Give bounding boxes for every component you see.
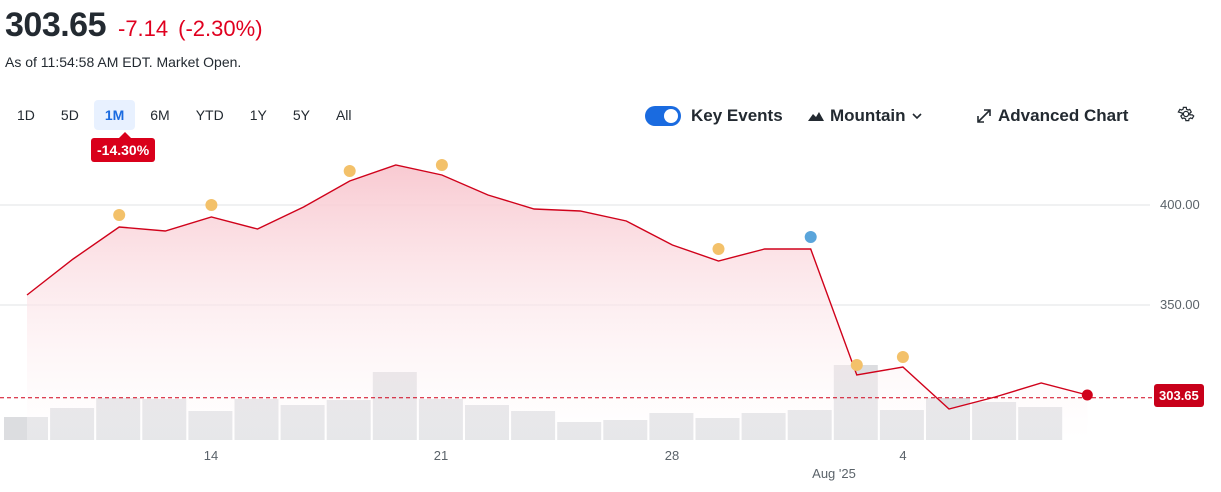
key-event-marker bbox=[712, 243, 725, 255]
range-1d[interactable]: 1D bbox=[17, 107, 35, 123]
x-tick-label: 21 bbox=[433, 448, 449, 463]
advanced-chart-button[interactable]: Advanced Chart bbox=[976, 103, 1128, 129]
quote-header: 303.65 -7.14 (-2.30%) bbox=[5, 6, 263, 45]
price-chart-svg[interactable] bbox=[0, 140, 1221, 487]
key-events-toggle-group[interactable]: Key Events bbox=[645, 103, 783, 129]
key-event-marker bbox=[850, 359, 863, 371]
price-area bbox=[27, 165, 1088, 440]
range-1m[interactable]: 1M bbox=[93, 100, 136, 130]
range-selector: 1D 5D 1M 6M YTD 1Y 5Y All bbox=[6, 100, 367, 130]
key-event-marker bbox=[343, 165, 356, 177]
x-tick-label: 28 bbox=[664, 448, 680, 463]
x-tick-label: 14 bbox=[203, 448, 219, 463]
range-5y[interactable]: 5Y bbox=[292, 107, 310, 123]
expand-arrow-icon bbox=[976, 108, 992, 124]
range-6m[interactable]: 6M bbox=[150, 107, 170, 123]
price-change: -7.14 bbox=[118, 16, 169, 41]
x-month-label: Aug '25 bbox=[812, 466, 856, 481]
price-change-percent: (-2.30%) bbox=[178, 16, 263, 41]
current-price: 303.65 bbox=[5, 6, 107, 44]
key-event-marker bbox=[435, 159, 448, 171]
key-event-marker bbox=[896, 351, 909, 363]
chart-type-label: Mountain bbox=[830, 106, 906, 125]
chart-type-dropdown[interactable]: Mountain bbox=[808, 103, 928, 129]
toggle-knob bbox=[664, 109, 678, 123]
as-of-timestamp: As of 11:54:58 AM EDT. Market Open. bbox=[5, 54, 242, 70]
key-event-marker bbox=[205, 199, 218, 211]
mountain-icon bbox=[808, 110, 824, 122]
y-tick-label: 350.00 bbox=[1160, 297, 1200, 312]
gear-icon bbox=[1177, 105, 1195, 128]
key-events-label: Key Events bbox=[691, 106, 783, 125]
advanced-chart-label: Advanced Chart bbox=[998, 106, 1129, 125]
range-ytd[interactable]: YTD bbox=[195, 107, 224, 123]
price-line bbox=[26, 164, 1088, 410]
y-tick-label: 400.00 bbox=[1160, 197, 1200, 212]
settings-button[interactable] bbox=[1177, 103, 1195, 129]
price-chart[interactable] bbox=[0, 140, 1221, 492]
key-event-marker bbox=[113, 209, 126, 221]
key-event-marker bbox=[804, 231, 817, 243]
range-1y[interactable]: 1Y bbox=[249, 107, 267, 123]
range-5d[interactable]: 5D bbox=[60, 107, 79, 123]
current-price-dot bbox=[1081, 389, 1093, 401]
x-tick-label: 4 bbox=[899, 448, 907, 463]
chevron-down-icon bbox=[911, 112, 922, 120]
key-events-toggle[interactable] bbox=[645, 106, 681, 126]
period-performance-badge: -14.30% bbox=[91, 132, 156, 162]
range-all[interactable]: All bbox=[335, 107, 352, 123]
current-price-label: 303.65 bbox=[1154, 384, 1204, 407]
